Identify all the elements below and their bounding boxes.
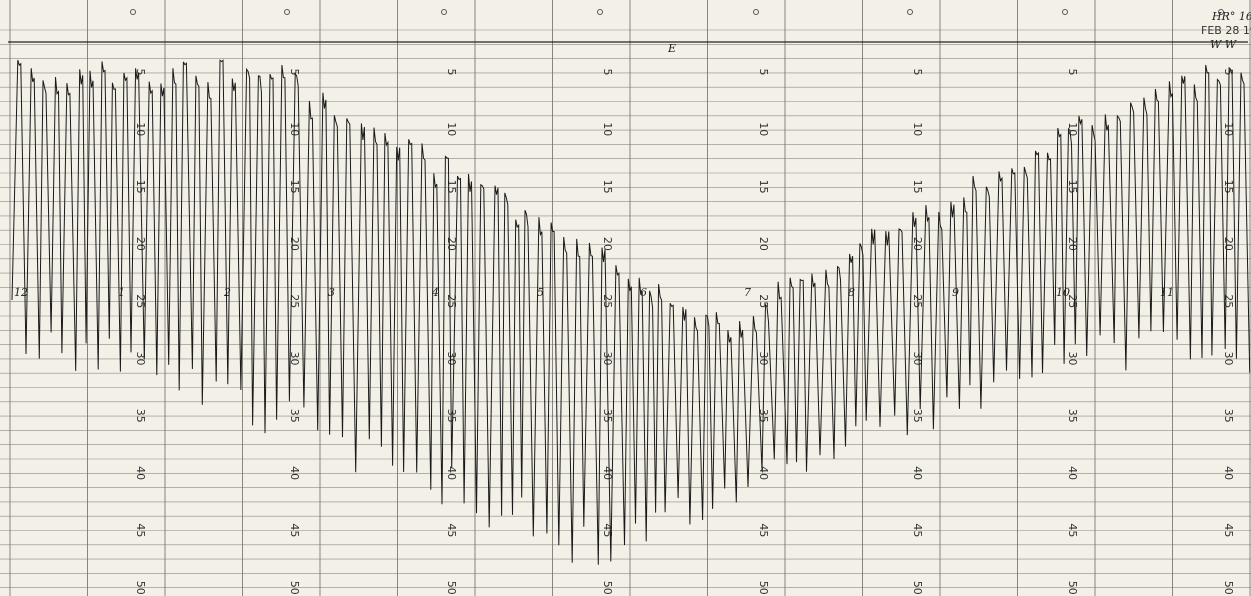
scale-label: 50: [288, 581, 301, 595]
station-label: HR° 16: [1211, 10, 1251, 23]
scale-label: 20: [1066, 237, 1079, 251]
scale-label: 10: [911, 122, 924, 136]
scale-label: 45: [288, 523, 301, 537]
scale-label: 40: [134, 466, 147, 480]
hour-mark: 11: [1160, 286, 1174, 299]
hole: [1062, 9, 1068, 15]
scale-label: 45: [1222, 523, 1235, 537]
scale-label: 45: [134, 523, 147, 537]
scale-label: 30: [288, 352, 301, 366]
hour-mark: 7: [744, 286, 751, 299]
scale-label: 50: [134, 581, 147, 595]
hole: [130, 9, 136, 15]
hour-mark: 2: [223, 286, 231, 299]
scale-label: 40: [445, 466, 458, 480]
scale-label: 30: [1222, 352, 1235, 366]
scale-label: 35: [1066, 409, 1079, 423]
hole: [1218, 9, 1224, 15]
scale-label: 25: [1222, 294, 1235, 308]
scale-label: 20: [288, 237, 301, 251]
scale-label: 15: [445, 180, 458, 194]
scale-label: 40: [601, 466, 614, 480]
scale-label: 25: [288, 294, 301, 308]
hour-mark: 6: [640, 286, 647, 299]
scale-label: 5: [445, 69, 458, 76]
hour-mark: 9: [952, 286, 959, 299]
recorder-trace: [11, 59, 1251, 565]
hole: [441, 9, 447, 15]
hour-mark: 8: [848, 286, 855, 299]
scale-label: 20: [757, 237, 770, 251]
scale-label: 50: [911, 581, 924, 595]
direction-label: E: [667, 42, 676, 55]
scale-label: 20: [1222, 237, 1235, 251]
scale-label: 15: [288, 180, 301, 194]
scale-label: 40: [1222, 466, 1235, 480]
initials: W W: [1210, 38, 1238, 51]
scale-label: 5: [601, 69, 614, 76]
scale-label: 35: [1222, 409, 1235, 423]
hole: [907, 9, 913, 15]
scale-label: 50: [1066, 581, 1079, 595]
scale-label: 5: [1222, 69, 1235, 76]
scale-label: 50: [757, 581, 770, 595]
scale-label: 30: [134, 352, 147, 366]
scale-labels: 5101520253035404550510152025303540455051…: [14, 69, 1235, 595]
hour-mark: 5: [537, 286, 544, 299]
scale-label: 10: [445, 122, 458, 136]
scale-label: 35: [134, 409, 147, 423]
scale-label: 15: [911, 180, 924, 194]
scale-label: 35: [601, 409, 614, 423]
scale-label: 25: [601, 294, 614, 308]
scale-label: 5: [288, 69, 301, 76]
scale-label: 40: [288, 466, 301, 480]
scale-label: 40: [1066, 466, 1079, 480]
scale-label: 45: [601, 523, 614, 537]
scale-label: 5: [134, 69, 147, 76]
scale-label: 30: [757, 352, 770, 366]
scale-label: 50: [601, 581, 614, 595]
scale-label: 50: [1222, 581, 1235, 595]
scale-label: 30: [445, 352, 458, 366]
scale-label: 15: [757, 180, 770, 194]
scale-label: 15: [1222, 180, 1235, 194]
hole: [284, 9, 290, 15]
scale-label: 40: [911, 466, 924, 480]
scale-label: 30: [911, 352, 924, 366]
hole: [597, 9, 603, 15]
scale-label: 25: [445, 294, 458, 308]
scale-label: 35: [911, 409, 924, 423]
scale-label: 10: [1066, 122, 1079, 136]
scale-label: 5: [911, 69, 924, 76]
scale-label: 40: [757, 466, 770, 480]
scale-label: 25: [134, 294, 147, 308]
scale-label: 20: [445, 237, 458, 251]
scale-label: 10: [757, 122, 770, 136]
hour-mark: 12: [14, 286, 28, 299]
scale-label: 25: [757, 294, 770, 308]
scale-label: 45: [757, 523, 770, 537]
scale-label: 20: [911, 237, 924, 251]
scale-label: 15: [601, 180, 614, 194]
scale-label: 20: [134, 237, 147, 251]
scale-label: 20: [601, 237, 614, 251]
date-stamp: FEB 28 1947: [1201, 24, 1251, 37]
hour-mark: 4: [431, 286, 439, 299]
scale-label: 5: [1066, 69, 1079, 76]
scale-label: 10: [601, 122, 614, 136]
scale-label: 45: [1066, 523, 1079, 537]
scale-label: 5: [757, 69, 770, 76]
scale-label: 45: [445, 523, 458, 537]
scale-label: 45: [911, 523, 924, 537]
scale-label: 30: [1066, 352, 1079, 366]
scale-label: 50: [445, 581, 458, 595]
hole: [753, 9, 759, 15]
scale-label: 35: [288, 409, 301, 423]
scale-label: 10: [134, 122, 147, 136]
